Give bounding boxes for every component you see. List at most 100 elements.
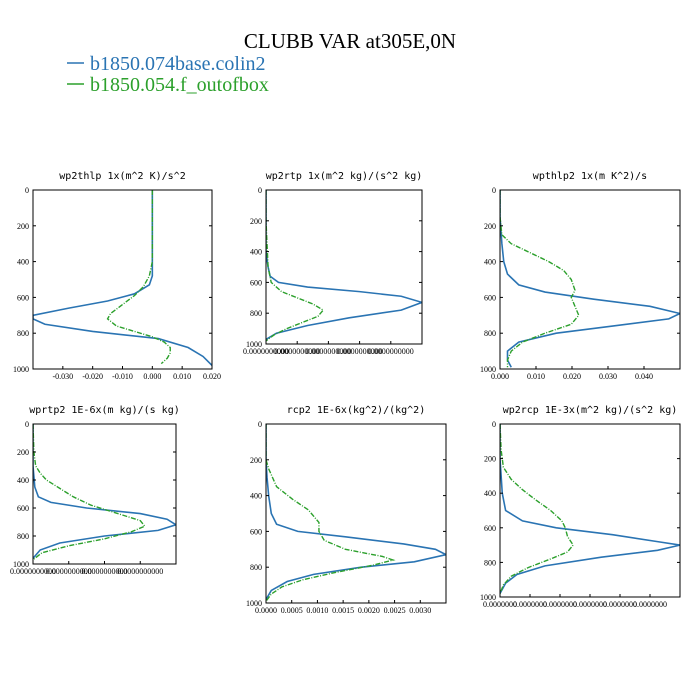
panel-4-xtick-5: 0.0025 bbox=[384, 606, 406, 615]
panels: wp2thlp 1x(m^2 K)/s^2 0 200 400 600 800 1000 -0… bbox=[10, 171, 681, 615]
panel-0: wp2thlp 1x(m^2 K)/s^2 0 200 400 600 800 1000 -0… bbox=[13, 171, 221, 381]
panel-4-ytick-5: 1000 bbox=[246, 599, 262, 608]
panel-1-series-0 bbox=[266, 190, 422, 341]
panel-1-ytick-0: 0 bbox=[258, 186, 262, 195]
panel-title-5: wp2rcp 1E-3x(m^2 kg)/(s^2 kg) bbox=[503, 405, 678, 416]
panel-frame-0 bbox=[32, 189, 213, 370]
legend: b1850.074base.colin2 b1850.054.f_outofbo… bbox=[67, 53, 269, 96]
panel-4-ytick-0: 0 bbox=[258, 420, 262, 429]
panel-title-1: wp2rtp 1x(m^2 kg)/(s^2 kg) bbox=[266, 171, 423, 182]
panel-1-ytick-2: 400 bbox=[250, 248, 262, 257]
panel-frame-2 bbox=[499, 189, 681, 370]
panel-0-ytick-2: 400 bbox=[17, 258, 29, 267]
panel-4-ytick-4: 800 bbox=[250, 563, 262, 572]
panel-0-ytick-4: 800 bbox=[17, 329, 29, 338]
panel-3-ytick-5: 1000 bbox=[13, 560, 29, 569]
panel-5-xtick-1: 0.0000000 bbox=[513, 600, 547, 609]
panel-3-series-0 bbox=[33, 424, 176, 559]
panel-frame-4 bbox=[265, 423, 447, 604]
panel-3-xtick-2: 0.0000000000 bbox=[82, 567, 128, 576]
panel-frame-1 bbox=[265, 189, 423, 345]
panel-2-ytick-3: 600 bbox=[484, 293, 496, 302]
panel-4-xtick-6: 0.0030 bbox=[409, 606, 431, 615]
panel-5-xtick-2: 0.0000000 bbox=[543, 600, 577, 609]
panel-4: rcp2 1E-6x(kg^2)/(kg^2) 0 200 400 600 800 1000… bbox=[246, 405, 447, 615]
panel-2-series-0 bbox=[500, 190, 680, 368]
panel-4-ytick-2: 400 bbox=[250, 492, 262, 501]
panel-2: wpthlp2 1x(m K^2)/s 0 200 400 600 800 10000.00… bbox=[480, 171, 681, 381]
panel-0-xtick-5: 0.020 bbox=[203, 372, 221, 381]
panel-0-ytick-3: 600 bbox=[17, 293, 29, 302]
panel-title-0: wp2thlp 1x(m^2 K)/s^2 bbox=[59, 171, 185, 182]
panel-5-xtick-0: 0.0000000 bbox=[483, 600, 517, 609]
panel-0-series-0 bbox=[33, 190, 212, 366]
panel-0-ytick-0: 0 bbox=[25, 186, 29, 195]
panel-1-series-1 bbox=[266, 190, 325, 342]
panel-5-xtick-5: 0.0000000 bbox=[633, 600, 667, 609]
panel-1-ytick-3: 600 bbox=[250, 278, 262, 287]
panel-frame-3 bbox=[32, 423, 177, 565]
panel-4-series-0 bbox=[266, 424, 446, 600]
legend-label-1: b1850.054.f_outofbox bbox=[90, 74, 269, 96]
panel-5-xtick-4: 0.0000000 bbox=[603, 600, 637, 609]
panel-4-series-1 bbox=[266, 424, 396, 602]
panel-1-xtick-3: 0.0000000000 bbox=[337, 347, 383, 356]
panel-3-ytick-0: 0 bbox=[25, 420, 29, 429]
panel-3-ytick-2: 400 bbox=[17, 476, 29, 485]
panel-4-xtick-4: 0.0020 bbox=[358, 606, 380, 615]
panel-2-series-1 bbox=[500, 190, 580, 368]
panel-5-ytick-2: 400 bbox=[484, 489, 496, 498]
panel-2-ytick-5: 1000 bbox=[480, 365, 496, 374]
panel-3: wprtp2 1E-6x(m kg)/(s kg)0 200 400 600 800 10… bbox=[10, 405, 180, 576]
panel-2-ytick-4: 800 bbox=[484, 329, 496, 338]
panel-0-series-1 bbox=[106, 190, 171, 365]
panel-1-xtick-4: 0.0000000000 bbox=[368, 347, 414, 356]
panel-2-xtick-2: 0.020 bbox=[563, 372, 581, 381]
panel-3-ytick-4: 800 bbox=[17, 532, 29, 541]
figure-title: CLUBB VAR at305E,0N bbox=[244, 29, 456, 53]
panel-1: wp2rtp 1x(m^2 kg)/(s^2 kg) 0 200 400 600 800 1… bbox=[243, 171, 423, 356]
panel-5: wp2rcp 1E-3x(m^2 kg)/(s^2 kg) 0 200 400 600 8… bbox=[480, 405, 681, 609]
legend-label-0: b1850.074base.colin2 bbox=[90, 53, 266, 75]
panel-5-series-1 bbox=[500, 424, 574, 594]
panel-4-xtick-0: 0.0000 bbox=[255, 606, 277, 615]
panel-title-3: wprtp2 1E-6x(m kg)/(s kg) bbox=[29, 405, 180, 416]
legend-item-0: b1850.074base.colin2 bbox=[67, 53, 266, 75]
panel-0-xtick-0: -0.030 bbox=[52, 372, 73, 381]
panel-2-xtick-0: 0.000 bbox=[491, 372, 509, 381]
panel-title-2: wpthlp2 1x(m K^2)/s bbox=[533, 171, 647, 182]
panel-3-xtick-3: 0.0000000000 bbox=[117, 567, 163, 576]
panel-0-xtick-1: -0.020 bbox=[82, 372, 103, 381]
panel-2-ytick-2: 400 bbox=[484, 258, 496, 267]
panel-1-xtick-0: 0.0000000000 bbox=[243, 347, 289, 356]
panel-2-xtick-1: 0.010 bbox=[527, 372, 545, 381]
panel-5-ytick-0: 0 bbox=[492, 420, 496, 429]
panel-0-xtick-4: 0.010 bbox=[173, 372, 191, 381]
panel-4-xtick-2: 0.0010 bbox=[306, 606, 328, 615]
panel-1-ytick-5: 1000 bbox=[246, 340, 262, 349]
panel-0-xtick-3: 0.000 bbox=[143, 372, 161, 381]
panel-4-ytick-3: 600 bbox=[250, 527, 262, 536]
panel-0-xtick-2: -0.010 bbox=[112, 372, 133, 381]
panel-5-ytick-3: 600 bbox=[484, 524, 496, 533]
panel-0-ytick-1: 200 bbox=[17, 222, 29, 231]
panel-title-4: rcp2 1E-6x(kg^2)/(kg^2) bbox=[287, 405, 425, 416]
panel-1-xtick-1: 0.0000000000 bbox=[274, 347, 320, 356]
panel-4-xtick-3: 0.0015 bbox=[332, 606, 354, 615]
panel-3-ytick-1: 200 bbox=[17, 448, 29, 457]
panel-5-ytick-4: 800 bbox=[484, 558, 496, 567]
panel-3-series-1 bbox=[33, 424, 146, 561]
panel-5-xtick-3: 0.0000000 bbox=[573, 600, 607, 609]
panel-2-xtick-3: 0.030 bbox=[599, 372, 617, 381]
panel-1-ytick-4: 800 bbox=[250, 309, 262, 318]
panel-2-ytick-1: 200 bbox=[484, 222, 496, 231]
panel-2-ytick-0: 0 bbox=[492, 186, 496, 195]
panel-5-series-0 bbox=[500, 424, 680, 594]
panel-4-ytick-1: 200 bbox=[250, 456, 262, 465]
panel-2-xtick-4: 0.040 bbox=[635, 372, 653, 381]
panel-1-ytick-1: 200 bbox=[250, 217, 262, 226]
panel-1-xtick-2: 0.0000000000 bbox=[305, 347, 351, 356]
panel-3-ytick-3: 600 bbox=[17, 504, 29, 513]
legend-item-1: b1850.054.f_outofbox bbox=[67, 74, 269, 96]
